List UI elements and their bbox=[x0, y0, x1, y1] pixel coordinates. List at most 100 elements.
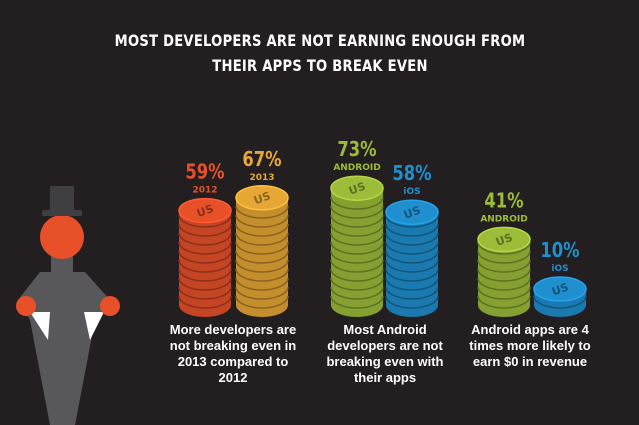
coin-edge bbox=[533, 295, 587, 309]
coin-edge bbox=[178, 277, 232, 291]
coin-edge bbox=[477, 295, 531, 309]
coin-side bbox=[386, 212, 438, 305]
coin-edge bbox=[330, 250, 384, 264]
coin-edge bbox=[385, 214, 439, 228]
coin-stack: US bbox=[385, 199, 439, 317]
coin-edge bbox=[330, 214, 384, 228]
coin-top bbox=[533, 276, 587, 302]
coin-bottom bbox=[331, 293, 383, 317]
coin-edge bbox=[385, 232, 439, 246]
caption-box: Most Android developers are not breaking… bbox=[326, 322, 444, 385]
coin-top bbox=[385, 199, 439, 225]
coin-label: US bbox=[550, 280, 570, 298]
coin-edge bbox=[385, 250, 439, 264]
coin-edge bbox=[235, 286, 289, 300]
coin-label: US bbox=[494, 231, 514, 249]
caption: Most Android developers are not breaking… bbox=[326, 322, 444, 385]
caption: Android apps are 4 times more likely to … bbox=[469, 322, 591, 369]
coin-side bbox=[179, 210, 231, 305]
coin-edge bbox=[385, 268, 439, 282]
figure bbox=[16, 186, 120, 425]
coin-bottom bbox=[478, 293, 530, 317]
value-label: 10% bbox=[540, 240, 579, 263]
coin-edge bbox=[235, 241, 289, 255]
coin-edge bbox=[235, 259, 289, 273]
value-label: 58% bbox=[392, 163, 431, 186]
coin-edge bbox=[477, 250, 531, 264]
coin-bottom bbox=[386, 293, 438, 317]
coin-bottom bbox=[236, 293, 288, 317]
coin-edge bbox=[477, 277, 531, 291]
coin-stack: US bbox=[533, 276, 587, 317]
coin-edge bbox=[385, 223, 439, 237]
coin-edge bbox=[178, 232, 232, 246]
coin-edge bbox=[385, 241, 439, 255]
coin-edge bbox=[330, 295, 384, 309]
coin-edge bbox=[330, 223, 384, 237]
coin-edge bbox=[330, 277, 384, 291]
coin-top bbox=[330, 175, 384, 201]
coin-stack: US bbox=[477, 226, 531, 317]
coin-edge bbox=[477, 268, 531, 282]
category-label: iOS bbox=[551, 264, 568, 274]
coin-edge bbox=[385, 259, 439, 273]
coin-edge bbox=[330, 232, 384, 246]
coin-edge bbox=[178, 295, 232, 309]
coin-top bbox=[178, 197, 232, 224]
coin-bottom bbox=[179, 293, 231, 317]
coin-top bbox=[235, 185, 289, 211]
coin-edge bbox=[330, 241, 384, 255]
value-label: 73% bbox=[337, 139, 376, 162]
coin-edge bbox=[178, 259, 232, 273]
coin-edge bbox=[235, 232, 289, 246]
coin-edge bbox=[178, 214, 232, 228]
coin-edge bbox=[477, 259, 531, 273]
caption: More developers are not breaking even in… bbox=[169, 322, 297, 385]
title-box: MOST DEVELOPERS ARE NOT EARNING ENOUGH F… bbox=[114, 31, 526, 75]
coin-edge bbox=[330, 286, 384, 300]
coin-edge bbox=[235, 250, 289, 264]
coin-edge bbox=[235, 295, 289, 309]
caption-box: Android apps are 4 times more likely to … bbox=[469, 322, 591, 369]
coin-top bbox=[477, 226, 531, 253]
coin-label: US bbox=[252, 189, 272, 207]
value-label: 67% bbox=[242, 148, 281, 171]
coin-edge bbox=[178, 241, 232, 255]
coin-side bbox=[331, 188, 383, 305]
coin-edge bbox=[178, 223, 232, 237]
coin-edge bbox=[385, 277, 439, 291]
caption-box: More developers are not breaking even in… bbox=[169, 322, 297, 385]
coin-edge bbox=[178, 250, 232, 264]
coin-label: US bbox=[195, 202, 215, 220]
category-label: iOS bbox=[403, 187, 420, 197]
value-label: 59% bbox=[185, 161, 224, 184]
coin-edge bbox=[385, 286, 439, 300]
coin-edge bbox=[235, 223, 289, 237]
category-label: ANDROID bbox=[333, 163, 380, 173]
coin-edge bbox=[330, 259, 384, 273]
category-label: 2012 bbox=[192, 186, 217, 196]
coin-label: US bbox=[402, 204, 422, 222]
coin-edge bbox=[330, 205, 384, 219]
coin-stack: US bbox=[178, 197, 232, 317]
coin-edge bbox=[235, 205, 289, 219]
coin-edge bbox=[385, 295, 439, 309]
coin-edge bbox=[178, 286, 232, 300]
title: MOST DEVELOPERS ARE NOT EARNING ENOUGH F… bbox=[114, 31, 526, 75]
coin-stack: US bbox=[330, 175, 384, 317]
coin-edge bbox=[178, 268, 232, 282]
coin-edge bbox=[235, 268, 289, 282]
category-label: 2013 bbox=[249, 173, 274, 183]
category-label: ANDROID bbox=[480, 214, 527, 224]
coin-edge bbox=[330, 268, 384, 282]
coin-edge bbox=[235, 214, 289, 228]
value-label: 41% bbox=[484, 190, 523, 213]
coin-label: US bbox=[347, 180, 367, 198]
coin-edge bbox=[235, 277, 289, 291]
coin-stack: US bbox=[235, 185, 289, 317]
coin-edge bbox=[330, 196, 384, 210]
coin-edge bbox=[477, 286, 531, 300]
